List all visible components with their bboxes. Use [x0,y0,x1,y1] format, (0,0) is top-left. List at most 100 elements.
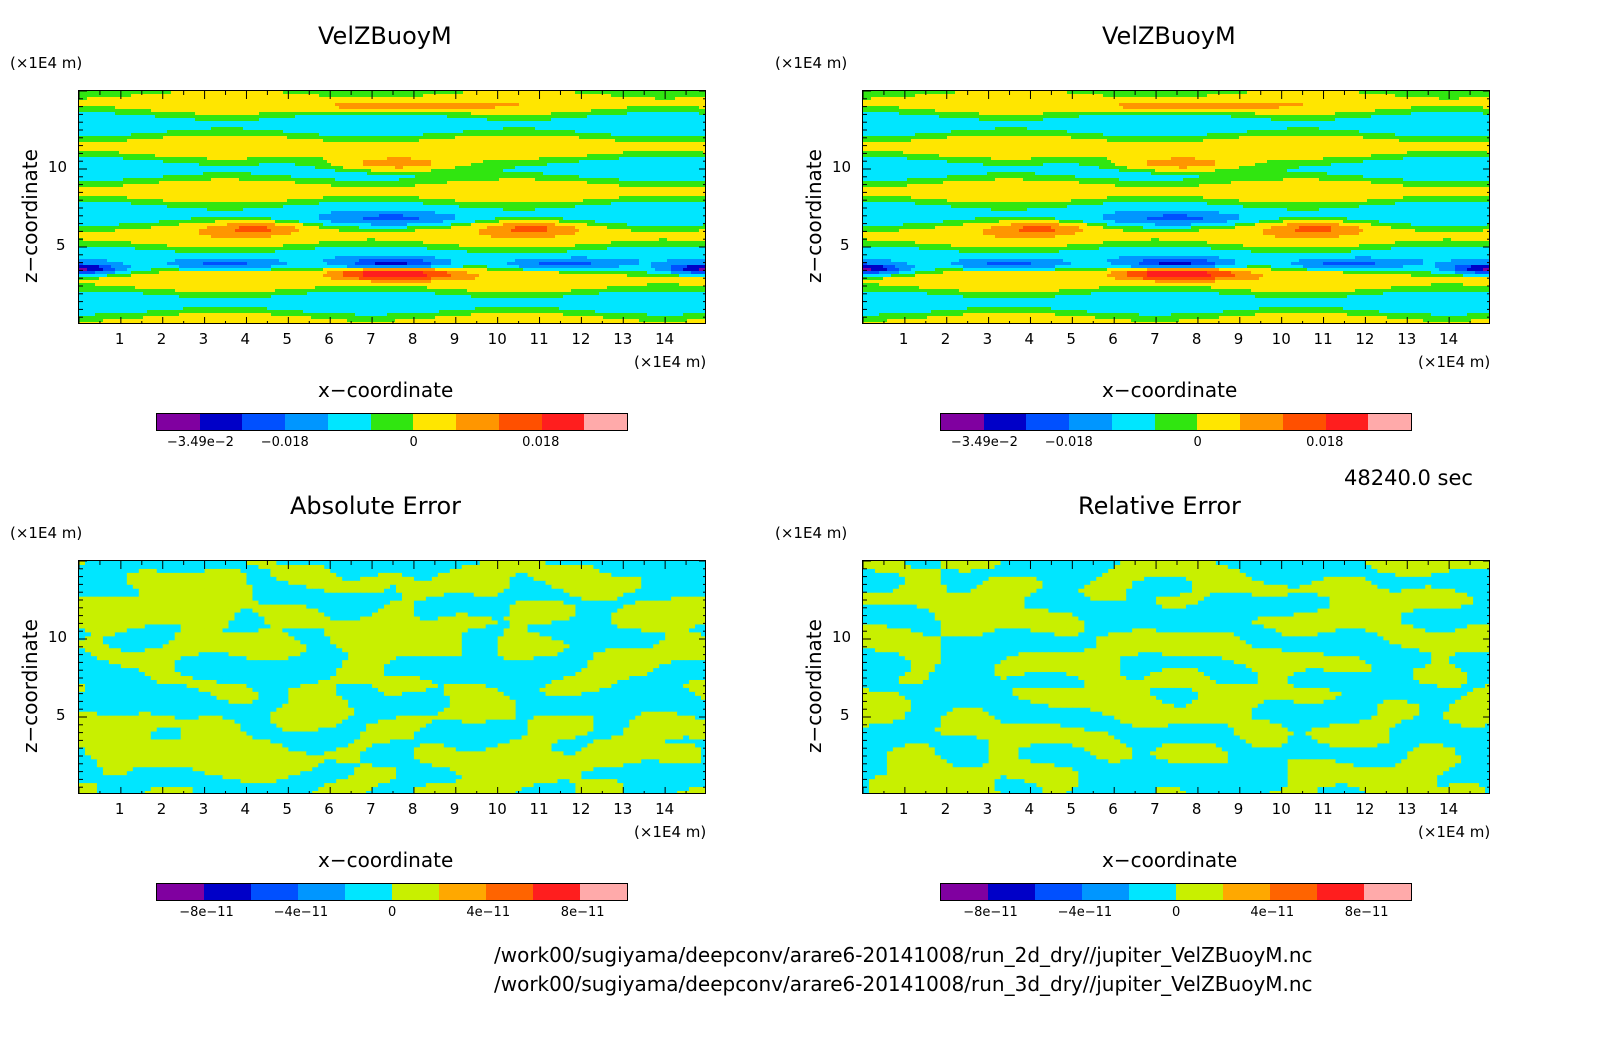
contour-cell [347,145,352,149]
contour-cell [279,130,284,134]
contour-cell [267,151,272,155]
contour-cell [679,103,684,107]
contour-cell [683,133,688,137]
contour-cell [207,175,212,179]
contour-cell [511,136,516,140]
contour-cell [175,181,180,185]
contour-cell [651,121,656,125]
contour-cell [187,163,192,167]
contour-cell [527,130,532,134]
contour-cell [139,160,144,164]
contour-cell [251,178,256,182]
contour-cell [215,151,220,155]
contour-cell [427,169,432,173]
contour-cell [407,127,412,131]
contour-cell [631,136,636,140]
contour-cell [275,106,280,110]
contour-cell [179,103,184,107]
contour-cell [91,100,96,104]
contour-cell [695,157,700,161]
contour-cell [527,157,532,161]
contour-cell [143,118,148,122]
contour-cell [655,160,660,164]
contour-cell [535,166,540,170]
contour-cell [131,106,136,110]
contour-cell [255,181,260,185]
contour-cell [703,172,705,176]
contour-cell [351,166,356,170]
contour-cell [667,145,672,149]
contour-cell [631,145,636,149]
contour-cell [419,121,424,125]
contour-cell [139,97,144,101]
contour-cell [251,181,256,185]
contour-cell [255,163,260,167]
contour-cell [423,175,428,179]
contour-cell [131,139,136,143]
contour-cell [119,136,124,140]
contour-cell [471,103,476,107]
contour-cell [211,178,216,182]
contour-cell [211,109,216,113]
contour-cell [443,97,448,101]
contour-cell [631,121,636,125]
contour-cell [195,175,200,179]
contour-cell [343,100,348,104]
contour-cell [271,121,276,125]
contour-cell [415,139,420,143]
contour-cell [627,142,632,146]
contour-cell [375,127,380,131]
contour-cell [671,148,676,152]
contour-cell [211,163,216,167]
contour-cell [151,142,156,146]
contour-cell [703,118,705,122]
contour-cell [395,184,400,188]
contour-cell [135,106,140,110]
contour-cell [95,151,100,155]
contour-cell [115,154,120,158]
contour-cell [551,175,556,179]
contour-cell [343,130,348,134]
contour-cell [307,97,312,101]
contour-cell [115,112,120,116]
contour-cell [355,112,360,116]
contour-cell [627,175,632,179]
contour-cell [247,154,252,158]
contour-cell [123,145,128,149]
contour-cell [567,181,572,185]
contour-cell [539,139,544,143]
contour-cell [483,112,488,116]
contour-cell [491,142,496,146]
contour-cell [679,121,684,125]
contour-cell [187,133,192,137]
contour-cell [607,148,612,152]
contour-cell [531,127,536,131]
contour-cell [435,94,440,98]
contour-cell [275,175,280,179]
contour-cell [643,127,648,131]
contour-cell [263,109,268,113]
contour-cell [639,142,644,146]
contour-cell [643,172,648,176]
contour-cell [367,94,372,98]
contour-cell [443,163,448,167]
contour-cell [203,154,208,158]
contour-cell [155,166,160,170]
contour-cell [687,139,692,143]
contour-cell [675,97,680,101]
contour-cell [283,169,288,173]
contour-cell [503,130,508,134]
contour-cell [155,178,160,182]
contour-cell [243,172,248,176]
contour-cell [439,97,444,101]
contour-cell [575,163,580,167]
contour-cell [623,163,628,167]
contour-cell [475,166,480,170]
contour-cell [467,136,472,140]
contour-cell [99,100,104,104]
contour-cell [563,127,568,131]
contour-cell [639,103,644,107]
contour-cell [203,124,208,128]
contour-cell [687,160,692,164]
contour-cell [315,124,320,128]
